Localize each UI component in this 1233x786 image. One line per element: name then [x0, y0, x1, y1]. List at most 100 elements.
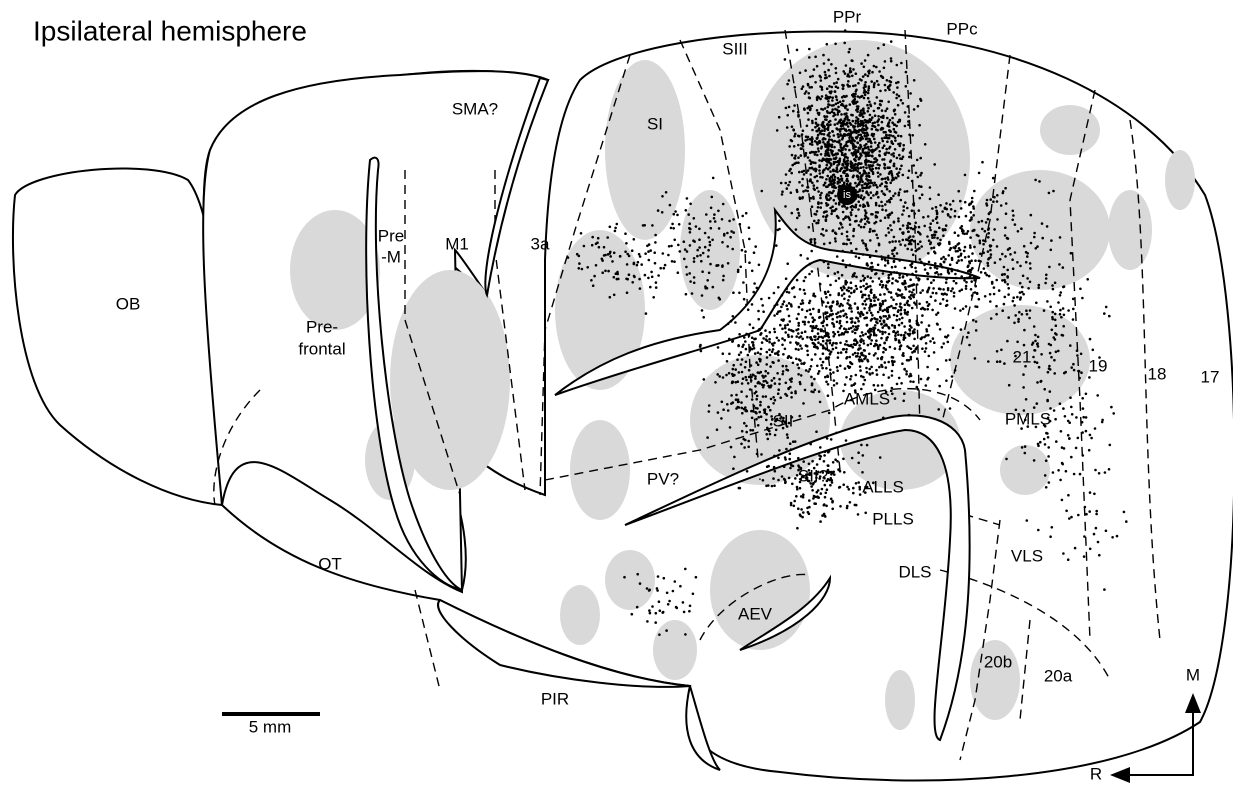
cell-dot — [825, 492, 828, 495]
cell-dot — [852, 102, 855, 105]
cell-dot — [822, 336, 825, 339]
cell-dot — [797, 212, 800, 215]
cell-dot — [1036, 381, 1039, 384]
cell-dot — [794, 86, 797, 89]
cell-dot — [945, 379, 948, 382]
cell-dot — [1095, 527, 1098, 530]
cell-dot — [1012, 267, 1015, 270]
cell-dot — [958, 247, 961, 250]
cell-dot — [1081, 297, 1084, 300]
cell-dot — [773, 466, 776, 469]
cell-dot — [1002, 192, 1005, 195]
cell-dot — [781, 373, 784, 376]
cell-dot — [805, 171, 808, 174]
cell-dot — [854, 332, 857, 335]
cell-dot — [941, 346, 944, 349]
cell-dot — [1021, 291, 1024, 294]
cell-dot — [800, 335, 803, 338]
cell-dot — [626, 291, 629, 294]
cell-dot — [689, 228, 692, 231]
cell-dot — [862, 187, 865, 190]
cell-dot — [878, 150, 881, 153]
cell-dot — [709, 244, 712, 247]
cell-dot — [880, 364, 883, 367]
cell-dot — [996, 245, 999, 248]
cell-dot — [832, 323, 835, 326]
cell-dot — [832, 348, 835, 351]
cell-dot — [879, 308, 882, 311]
cell-dot — [903, 336, 906, 339]
region-label: M1 — [445, 234, 469, 253]
cell-dot — [701, 294, 704, 297]
cell-dot — [815, 122, 818, 125]
cell-dot — [1033, 232, 1036, 235]
cell-dot — [891, 253, 894, 256]
cell-dot — [906, 207, 909, 210]
cell-dot — [859, 163, 862, 166]
cell-dot — [895, 167, 898, 170]
cell-dot — [772, 348, 775, 351]
cell-dot — [765, 485, 768, 488]
cell-dot — [879, 283, 882, 286]
cell-dot — [867, 217, 870, 220]
cell-dot — [732, 291, 735, 294]
cell-dot — [882, 147, 885, 150]
cell-dot — [996, 218, 999, 221]
cell-dot — [903, 325, 906, 328]
cell-dot — [834, 176, 837, 179]
cell-dot — [876, 129, 879, 132]
cell-dot — [870, 328, 873, 331]
cell-dot — [920, 172, 923, 175]
cell-dot — [876, 191, 879, 194]
cell-dot — [835, 313, 838, 316]
cell-dot — [1011, 219, 1014, 222]
cell-dot — [860, 62, 863, 65]
cell-dot — [838, 178, 841, 181]
cell-dot — [646, 620, 649, 623]
cell-dot — [843, 42, 846, 45]
cell-dot — [914, 226, 917, 229]
cell-dot — [929, 340, 932, 343]
cell-dot — [672, 227, 675, 230]
cell-dot — [869, 179, 872, 182]
cell-dot — [861, 239, 864, 242]
cell-dot — [878, 205, 881, 208]
cell-dot — [796, 486, 799, 489]
cell-dot — [896, 383, 899, 386]
cell-dot — [1045, 459, 1048, 462]
cell-dot — [1004, 296, 1007, 299]
cell-dot — [901, 296, 904, 299]
cell-dot — [830, 471, 833, 474]
cell-dot — [787, 334, 790, 337]
cell-dot — [857, 125, 860, 128]
cell-dot — [837, 111, 840, 114]
cell-dot — [1095, 510, 1098, 513]
region-label: SIII — [722, 39, 748, 58]
cell-dot — [876, 96, 879, 99]
cell-dot — [886, 288, 889, 291]
cell-dot — [885, 148, 888, 151]
cell-dot — [899, 243, 902, 246]
cell-dot — [857, 513, 860, 516]
cell-dot — [865, 166, 868, 169]
cell-dot — [876, 318, 879, 321]
cell-dot — [807, 321, 810, 324]
cell-dot — [872, 194, 875, 197]
cell-dot — [840, 287, 843, 290]
cell-dot — [801, 338, 804, 341]
cell-dot — [894, 113, 897, 116]
cell-dot — [819, 446, 822, 449]
cell-dot — [857, 325, 860, 328]
cell-dot — [891, 393, 894, 396]
cell-dot — [895, 338, 898, 341]
cell-dot — [797, 457, 800, 460]
cell-dot — [854, 321, 857, 324]
cell-dot — [857, 462, 860, 465]
cell-dot — [769, 433, 772, 436]
cell-dot — [873, 121, 876, 124]
cell-dot — [935, 218, 938, 221]
cell-dot — [726, 360, 729, 363]
cell-dot — [947, 287, 950, 290]
cell-dot — [604, 270, 607, 273]
cell-dot — [912, 289, 915, 292]
